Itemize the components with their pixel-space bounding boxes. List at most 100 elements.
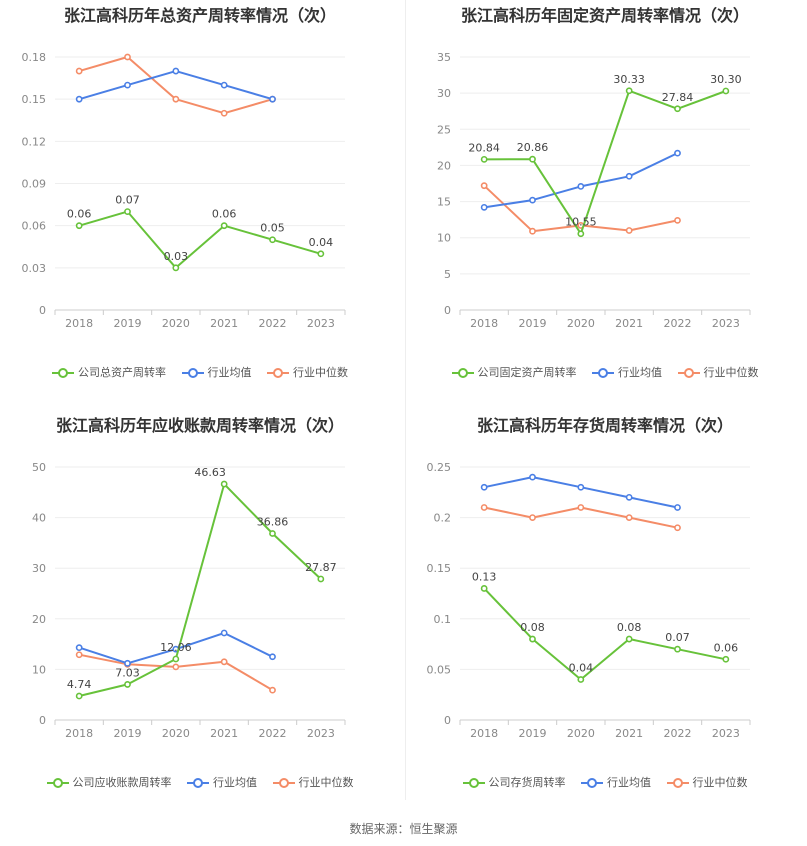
series-line-avg (484, 152, 678, 209)
y-tick-label: 0 (39, 714, 46, 727)
x-tick-label: 2020 (162, 317, 190, 330)
data-point-median (220, 109, 228, 117)
y-tick-label: 20 (32, 613, 46, 626)
legend-median[interactable]: 行业中位数 (666, 774, 748, 790)
data-point-company (75, 222, 83, 230)
chart-plot: 0 5 10 15 20 25 30 35 2018 2019 2020 2021 2022 2023 20… (437, 51, 751, 330)
data-point-company (674, 645, 681, 653)
series-line-company (484, 89, 727, 235)
data-point-median (269, 686, 276, 694)
y-tick-label: 0.03 (22, 262, 47, 275)
legend-company-symbol (462, 778, 485, 788)
y-tick-label: 0.18 (22, 51, 47, 64)
legend-company[interactable]: 公司固定资产周转率 (451, 364, 577, 380)
legend-company[interactable]: 公司应收账款周转率 (46, 774, 172, 790)
legend-company[interactable]: 公司存货周转率 (462, 774, 566, 790)
legend-avg-label: 行业均值 (213, 776, 257, 789)
legend-median[interactable]: 行业中位数 (267, 364, 348, 380)
data-label: 0.05 (260, 222, 285, 235)
legend-median-label: 行业中位数 (703, 366, 759, 379)
x-tick-label: 2020 (567, 727, 595, 740)
series-line-median (78, 56, 273, 115)
data-point-median (480, 504, 488, 511)
legend-median[interactable]: 行业中位数 (677, 364, 759, 380)
data-label: 30.33 (613, 73, 645, 86)
x-tick-label: 2022 (664, 727, 692, 740)
data-point-company (124, 208, 131, 216)
y-tick-label: 5 (444, 268, 451, 281)
data-point-avg (124, 659, 131, 667)
x-tick-label: 2018 (470, 317, 498, 330)
legend-avg[interactable]: 行业均值 (581, 774, 651, 790)
chart-panel-inventory-turnover: 张江高科历年存货周转率情况（次） 0 0.05 0.1 0.15 0.2 0.25 2018… (405, 410, 805, 810)
x-tick-label: 2023 (307, 727, 335, 740)
data-label: 36.86 (257, 515, 289, 528)
legend-median[interactable]: 行业中位数 (272, 774, 354, 790)
legend-company-symbol (451, 368, 474, 378)
data-point-company (172, 655, 180, 663)
data-label: 0.04 (569, 662, 594, 675)
data-label: 27.87 (305, 561, 337, 574)
x-tick-label: 2022 (259, 727, 287, 740)
x-tick-label: 2019 (114, 727, 142, 740)
data-point-median (577, 504, 585, 511)
x-tick-label: 2018 (470, 727, 498, 740)
x-tick-label: 2023 (712, 727, 740, 740)
chart-legend: 公司应收账款周转率 行业均值 行业中位数 (0, 774, 400, 790)
data-point-avg (75, 644, 83, 652)
y-tick-label: 0 (444, 714, 451, 727)
y-tick-label: 25 (437, 123, 451, 136)
data-point-company (529, 635, 536, 643)
data-point-median (75, 67, 83, 75)
x-tick-label: 2021 (210, 727, 238, 740)
data-point-median (625, 227, 633, 234)
data-point-company (674, 105, 681, 113)
y-tick-label: 0.15 (22, 93, 47, 106)
data-label: 0.06 (212, 208, 237, 221)
y-tick-label: 0 (39, 304, 46, 317)
data-point-median (172, 663, 180, 671)
y-tick-label: 0.09 (22, 178, 47, 191)
data-point-company (625, 87, 633, 95)
data-label: 0.06 (67, 208, 92, 221)
legend-company-symbol (52, 368, 74, 378)
data-label: 4.74 (67, 678, 92, 691)
chart-legend: 公司固定资产周转率 行业均值 行业中位数 (405, 364, 805, 380)
legend-company-label: 公司应收账款周转率 (72, 776, 172, 789)
data-point-company (124, 681, 131, 688)
chart-title: 张江高科历年应收账款周转率情况（次） (55, 416, 344, 435)
data-label: 0.06 (714, 641, 739, 654)
data-point-company (269, 236, 276, 244)
x-tick-label: 2019 (519, 317, 547, 330)
data-point-company (625, 635, 633, 643)
data-point-avg (269, 653, 276, 661)
legend-avg-symbol (187, 778, 209, 788)
data-point-avg (269, 95, 276, 103)
y-tick-label: 0.15 (427, 562, 452, 575)
data-point-avg (577, 182, 585, 190)
y-tick-label: 40 (32, 512, 46, 525)
data-label: 0.13 (472, 570, 497, 583)
chart-plot: 0 0.03 0.06 0.09 0.12 0.15 0.18 2018 2019 2020 202… (22, 51, 346, 330)
data-point-avg (625, 493, 633, 501)
chart-panel-fixed-asset-turnover: 张江高科历年固定资产周转率情况（次） 0 5 10 15 20 25 30 35 2018 201… (405, 0, 805, 400)
legend-avg[interactable]: 行业均值 (187, 774, 257, 790)
legend-avg-symbol (181, 368, 204, 378)
y-tick-label: 0.25 (427, 461, 452, 474)
x-tick-label: 2022 (664, 317, 692, 330)
legend-avg[interactable]: 行业均值 (181, 364, 252, 380)
data-label: 0.07 (665, 631, 690, 644)
data-label: 0.08 (617, 621, 642, 634)
data-point-company (529, 155, 536, 163)
y-tick-label: 15 (437, 196, 451, 209)
legend-company[interactable]: 公司总资产周转率 (52, 364, 166, 380)
series-line-avg (483, 476, 678, 509)
legend-avg[interactable]: 行业均值 (592, 364, 662, 380)
legend-median-label: 行业中位数 (692, 776, 748, 789)
data-point-company (220, 222, 228, 230)
data-label: 20.86 (517, 141, 549, 154)
x-tick-label: 2019 (114, 317, 142, 330)
series-line-company (483, 587, 727, 681)
data-point-company (220, 480, 228, 488)
legend-company-symbol (46, 778, 69, 788)
